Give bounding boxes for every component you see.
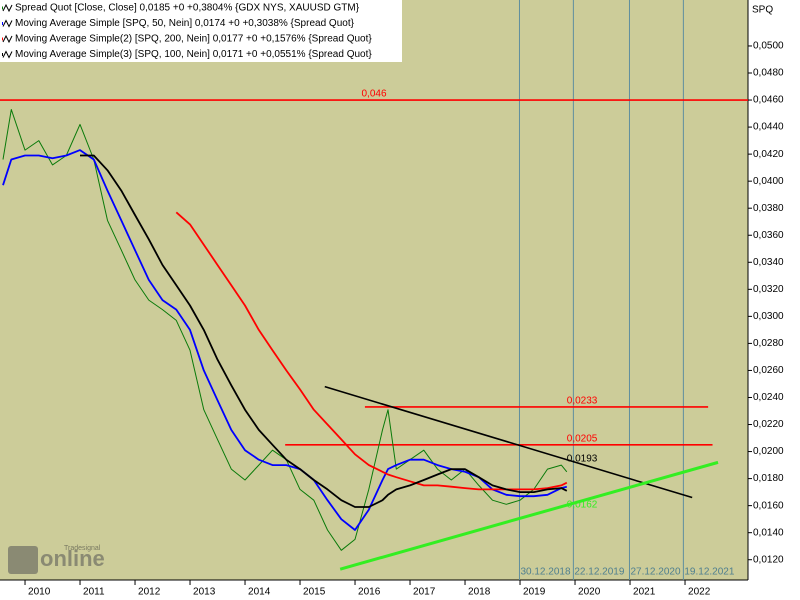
level-label: 0,0233 <box>567 396 598 407</box>
legend-label: Moving Average Simple(3) [SPQ, 100, Nein… <box>15 49 372 60</box>
x-tick-label: 2020 <box>578 587 601 598</box>
date-label: 19.12.2021 <box>684 567 734 578</box>
trend-label: 0,0193 <box>567 454 598 465</box>
y-tick-label: 0,0460 <box>753 95 784 106</box>
x-tick-label: 2012 <box>138 587 161 598</box>
y-tick-label: 0,0440 <box>753 122 784 133</box>
y-tick-label: 0,0480 <box>753 68 784 79</box>
x-tick-label: 2017 <box>413 587 436 598</box>
y-tick-label: 0,0280 <box>753 338 784 349</box>
legend-icon <box>2 50 13 59</box>
y-axis-label: SPQ <box>752 5 773 16</box>
y-tick-label: 0,0380 <box>753 203 784 214</box>
trend-line <box>339 460 719 571</box>
logo-brand: Tradesignal <box>64 545 101 552</box>
x-tick-label: 2014 <box>248 587 271 598</box>
y-tick-label: 0,0120 <box>753 554 784 565</box>
logo-badge <box>8 546 38 574</box>
y-tick-label: 0,0260 <box>753 365 784 376</box>
trend-line <box>324 385 693 499</box>
date-label: 22.12.2019 <box>574 567 624 578</box>
legend-label: Moving Average Simple(2) [SPQ, 200, Nein… <box>15 34 372 45</box>
series-line <box>2 109 568 551</box>
y-tick-label: 0,0180 <box>753 473 784 484</box>
logo: online Tradesignal <box>8 545 105 574</box>
trend-label: 0,0162 <box>567 500 598 511</box>
legend-icon <box>2 3 13 13</box>
y-tick-label: 0,0360 <box>753 230 784 241</box>
legend-label: Moving Average Simple [SPQ, 50, Nein] 0,… <box>15 18 355 29</box>
x-tick-label: 2013 <box>193 587 216 598</box>
y-tick-label: 0,0340 <box>753 257 784 268</box>
x-tick-label: 2010 <box>28 587 51 598</box>
y-tick-label: 0,0500 <box>753 41 784 52</box>
legend-icon <box>2 34 13 44</box>
legend-label: Spread Quot [Close, Close] 0,0185 +0 +0,… <box>15 3 360 14</box>
x-tick-label: 2011 <box>83 587 105 598</box>
layer: 30.12.2018 22.12.2019 27.12.2020 19.12.2021… <box>0 0 748 580</box>
date-label: 30.12.2018 <box>520 567 570 578</box>
legend-icon <box>2 19 13 28</box>
y-tick-label: 0,0140 <box>753 527 784 538</box>
x-tick-label: 2021 <box>633 587 656 598</box>
y-tick-label: 0,0200 <box>753 446 784 457</box>
y-tick-label: 0,0160 <box>753 500 784 511</box>
series-line <box>80 154 568 508</box>
x-tick-label: 2015 <box>303 587 326 598</box>
legend-box <box>0 0 402 62</box>
x-tick-label: 2022 <box>688 587 711 598</box>
plot-area <box>0 0 748 580</box>
level-label: 0,0205 <box>567 433 598 444</box>
y-tick-label: 0,0300 <box>753 311 784 322</box>
y-tick-label: 0,0220 <box>753 419 784 430</box>
x-tick-label: 2019 <box>523 587 546 598</box>
y-tick-label: 0,0400 <box>753 176 784 187</box>
x-tick-label: 2016 <box>358 587 381 598</box>
logo-text: online <box>40 546 105 571</box>
level-label: 0,046 <box>361 89 386 100</box>
y-tick-label: 0,0420 <box>753 149 784 160</box>
y-tick-label: 0,0240 <box>753 392 784 403</box>
date-label: 27.12.2020 <box>630 567 680 578</box>
x-tick-label: 2018 <box>468 587 491 598</box>
legend: Spread Quot [Close, Close] 0,0185 +0 +0,… <box>0 0 402 62</box>
y-tick-label: 0,0320 <box>753 284 784 295</box>
